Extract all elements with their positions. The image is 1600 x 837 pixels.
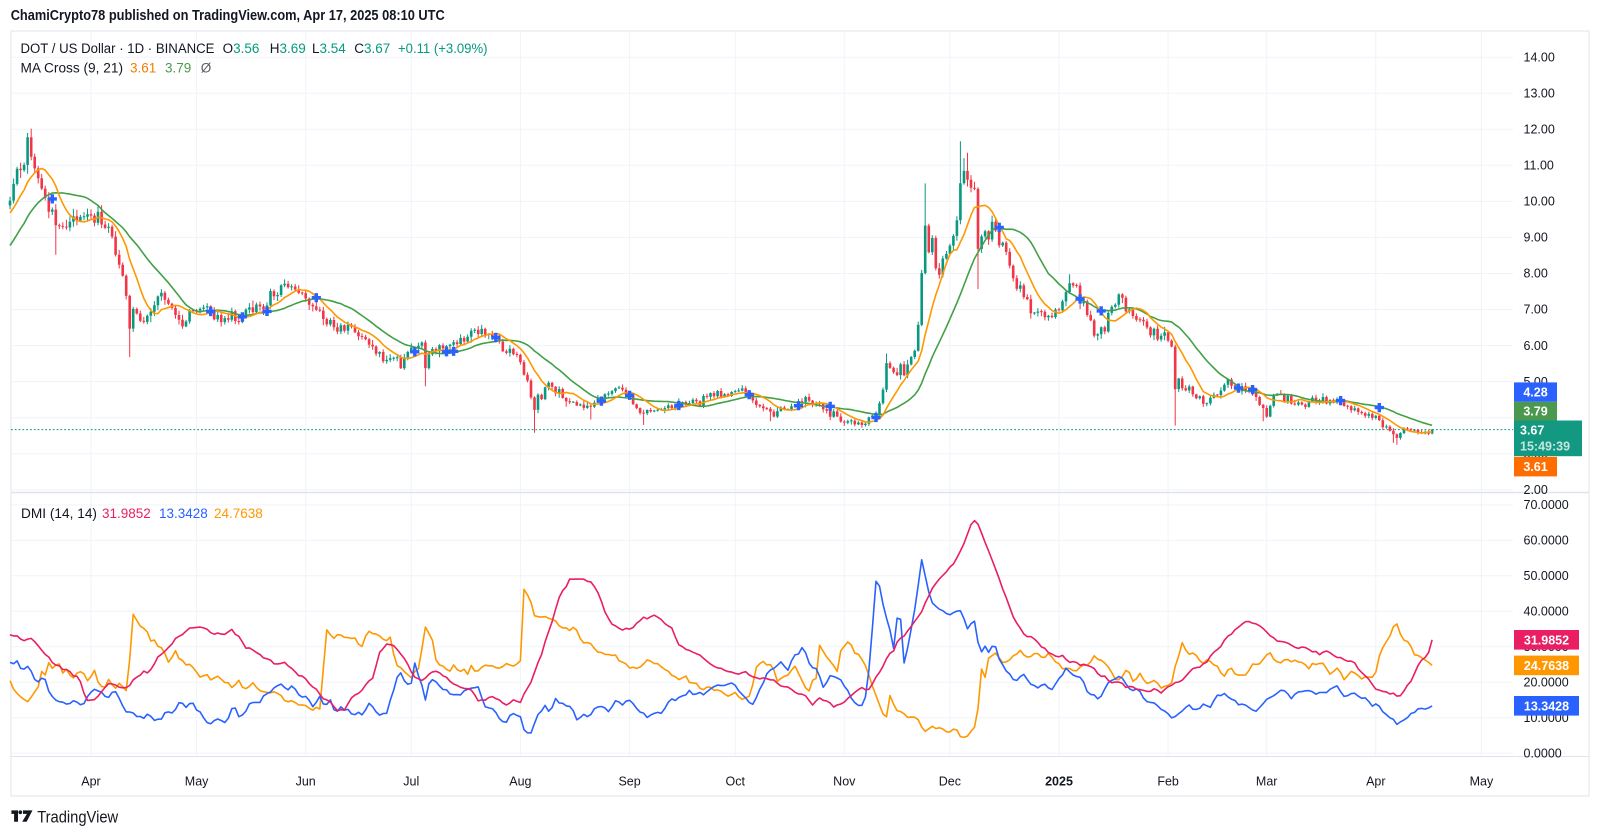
- svg-text:14.00: 14.00: [1524, 50, 1555, 64]
- svg-text:3.79: 3.79: [1523, 405, 1547, 419]
- svg-text:TradingView: TradingView: [37, 809, 118, 827]
- svg-text:May: May: [185, 775, 209, 789]
- svg-text:Jul: Jul: [403, 775, 419, 789]
- svg-text:15:49:39: 15:49:39: [1520, 440, 1570, 454]
- svg-text:Apr: Apr: [1366, 775, 1385, 789]
- svg-text:7.00: 7.00: [1524, 303, 1548, 317]
- svg-text:4.28: 4.28: [1523, 386, 1547, 400]
- svg-text:MA Cross (9, 21)3.613.79Ø: MA Cross (9, 21) 3.61 3.79 Ø: [21, 61, 212, 76]
- svg-text:13.3428: 13.3428: [1524, 699, 1569, 713]
- svg-text:11.00: 11.00: [1524, 159, 1554, 173]
- svg-text:31.9852: 31.9852: [1524, 633, 1569, 647]
- svg-text:Aug: Aug: [509, 775, 531, 789]
- svg-text:3.61: 3.61: [1523, 460, 1547, 474]
- svg-text:13.00: 13.00: [1524, 87, 1555, 101]
- svg-text:6.00: 6.00: [1524, 339, 1548, 353]
- svg-text:ChamiCrypto78 published on Tra: ChamiCrypto78 published on TradingView.c…: [11, 8, 445, 24]
- svg-text:10.00: 10.00: [1524, 195, 1555, 209]
- svg-text:Mar: Mar: [1256, 775, 1278, 789]
- svg-text:40.0000: 40.0000: [1524, 605, 1569, 619]
- svg-text:DOT / US Dollar · 1D · BINANCE: DOT / US Dollar · 1D · BINANCE O3.56 H3.69…: [21, 41, 488, 56]
- svg-text:12.00: 12.00: [1524, 123, 1555, 137]
- svg-text:70.0000: 70.0000: [1524, 498, 1569, 512]
- svg-text:Feb: Feb: [1157, 775, 1179, 789]
- svg-text:Jun: Jun: [296, 775, 316, 789]
- svg-text:24.7638: 24.7638: [1524, 659, 1569, 673]
- svg-text:Nov: Nov: [833, 775, 856, 789]
- svg-text:60.0000: 60.0000: [1524, 534, 1569, 548]
- svg-text:Oct: Oct: [725, 775, 745, 789]
- svg-text:Apr: Apr: [81, 775, 100, 789]
- svg-text:9.00: 9.00: [1524, 231, 1548, 245]
- svg-text:Sep: Sep: [618, 775, 640, 789]
- svg-text:May: May: [1470, 775, 1494, 789]
- svg-text:0.0000: 0.0000: [1524, 747, 1562, 761]
- svg-text:3.67: 3.67: [1520, 423, 1544, 437]
- svg-text:2.00: 2.00: [1524, 483, 1548, 497]
- svg-text:2025: 2025: [1045, 775, 1073, 789]
- svg-text:50.0000: 50.0000: [1524, 569, 1569, 583]
- svg-text:Dec: Dec: [939, 775, 961, 789]
- svg-text:8.00: 8.00: [1524, 267, 1548, 281]
- svg-text:20.0000: 20.0000: [1524, 676, 1569, 690]
